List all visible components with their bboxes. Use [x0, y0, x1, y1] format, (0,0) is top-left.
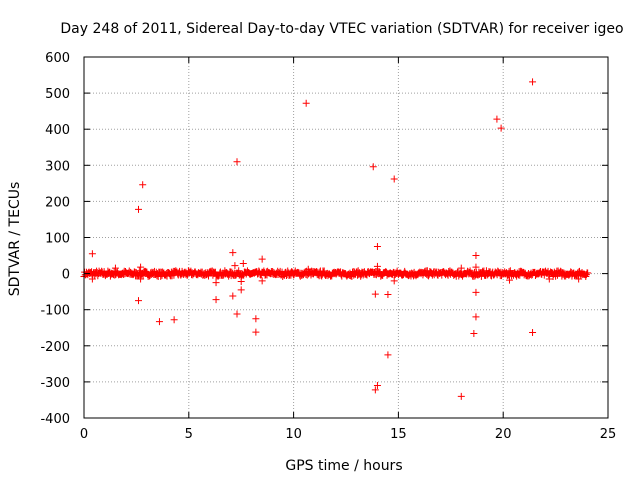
- data-point-outlier: [529, 78, 537, 86]
- y-tick-label: 300: [45, 159, 70, 174]
- data-point-outlier: [134, 297, 142, 305]
- data-point-outlier: [472, 252, 480, 260]
- y-tick-label: 500: [45, 87, 70, 102]
- data-point-outlier: [137, 263, 145, 271]
- axes-frame: [83, 56, 609, 419]
- data-point-outlier: [258, 255, 266, 263]
- data-point-outlier: [155, 318, 163, 326]
- data-point-outlier: [137, 275, 145, 283]
- data-point-outlier: [231, 262, 239, 270]
- data-point-outlier: [233, 158, 241, 166]
- data-point-outlier: [304, 265, 312, 273]
- data-point: [318, 272, 326, 280]
- data-point-outlier: [170, 316, 178, 324]
- data-point-outlier: [371, 386, 379, 394]
- data-point-outlier: [457, 264, 465, 272]
- data-point-outlier: [239, 259, 247, 267]
- y-tick-label: -300: [40, 376, 70, 391]
- data-point-outlier: [575, 275, 583, 283]
- x-axis-title: GPS time / hours: [285, 458, 402, 474]
- y-tick-label: -400: [40, 412, 70, 427]
- data-point-outlier: [545, 275, 553, 283]
- data-point-outlier: [134, 205, 142, 213]
- y-tick-label: -100: [40, 304, 70, 319]
- data-point-outlier: [88, 250, 96, 258]
- data-point-outlier: [493, 115, 501, 123]
- data-point-outlier: [111, 264, 119, 272]
- data-point: [582, 271, 590, 279]
- data-point-outlier: [472, 288, 480, 296]
- data-point-outlier: [529, 328, 537, 336]
- data-point-outlier: [212, 279, 220, 287]
- data-point-outlier: [373, 382, 381, 390]
- data-point-outlier: [390, 175, 398, 183]
- data-point: [584, 269, 592, 277]
- data-point-outlier: [497, 124, 505, 132]
- x-tick-label: 20: [495, 427, 512, 442]
- data-point-outlier: [229, 249, 237, 257]
- data-point-outlier: [139, 181, 147, 189]
- y-tick-label: 400: [45, 123, 70, 138]
- y-tick-label: 600: [45, 51, 70, 66]
- data-point-outlier: [233, 310, 241, 318]
- x-tick-label: 0: [80, 427, 88, 442]
- data-point-outlier: [470, 330, 478, 338]
- data-point-outlier: [371, 290, 379, 298]
- y-tick-label: 100: [45, 232, 70, 247]
- data-point-outlier: [373, 243, 381, 251]
- data-point-outlier: [505, 276, 513, 284]
- data-point-outlier: [472, 263, 480, 271]
- data-point-outlier: [373, 262, 381, 270]
- data-point-outlier: [237, 278, 245, 286]
- data-point-outlier: [229, 292, 237, 300]
- x-tick-label: 15: [390, 427, 407, 442]
- data-point-outlier: [252, 328, 260, 336]
- data-point-outlier: [212, 296, 220, 304]
- data-point: [477, 272, 485, 280]
- y-tick-label: 200: [45, 195, 70, 210]
- data-point-outlier: [390, 277, 398, 285]
- data-point-outlier: [302, 99, 310, 107]
- data-point-outlier: [88, 275, 96, 283]
- data-point-outlier: [472, 313, 480, 321]
- data-point-outlier: [384, 291, 392, 299]
- data-point: [205, 272, 213, 280]
- data-point-outlier: [258, 277, 266, 285]
- y-tick-label: -200: [40, 340, 70, 355]
- data-point-outlier: [369, 163, 377, 171]
- x-tick-label: 10: [285, 427, 302, 442]
- y-axis-title: SDTVAR / TECUs: [7, 182, 23, 297]
- data-point-outlier: [457, 392, 465, 400]
- x-tick-label: 25: [600, 427, 617, 442]
- y-tick-label: 0: [62, 268, 70, 283]
- data-points: [80, 78, 592, 400]
- tick-labels: 0 5 10 15 20 25 -400 -300 -200 -100 0 100 200 300 400 5…: [40, 51, 616, 442]
- data-point-outlier: [252, 315, 260, 323]
- chart-title: Day 248 of 2011, Sidereal Day-to-day VTE…: [60, 21, 623, 37]
- data-point-outlier: [237, 286, 245, 294]
- data-point-outlier: [384, 351, 392, 359]
- x-tick-label: 5: [185, 427, 193, 442]
